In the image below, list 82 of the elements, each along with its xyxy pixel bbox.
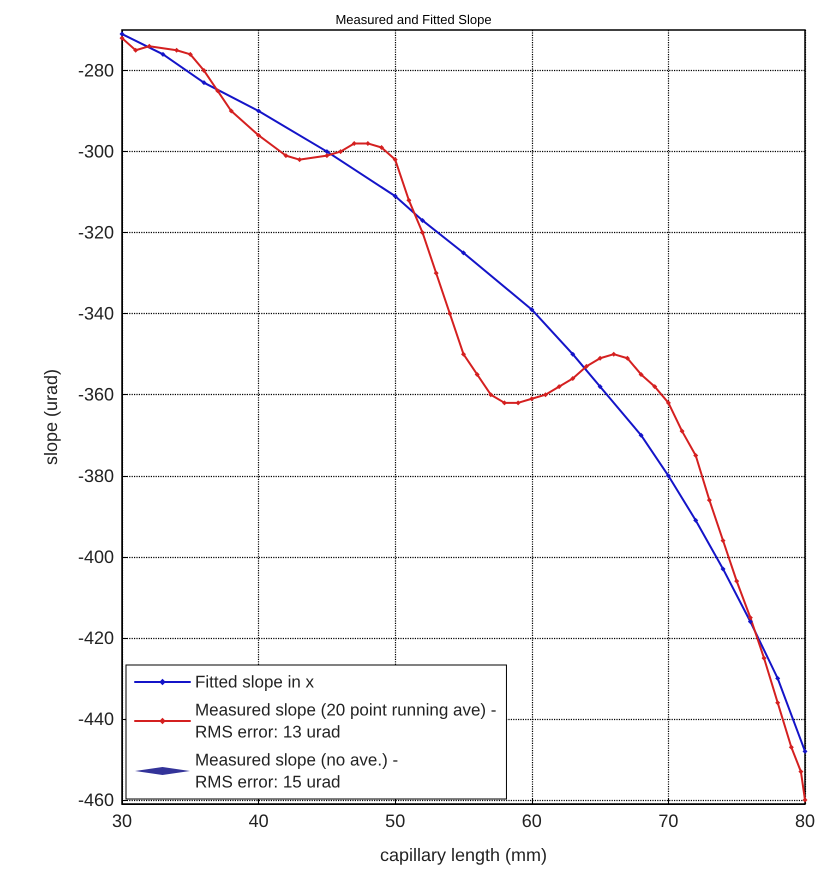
- legend-label: Measured slope (20 point running ave) - RMS error: 13 urad: [195, 700, 496, 742]
- point: [488, 392, 494, 398]
- point: [734, 578, 740, 584]
- legend-label: Measured slope (no ave.) - RMS error: 15 urad: [195, 750, 398, 792]
- point: [461, 352, 466, 357]
- point: [474, 372, 480, 377]
- x-tick-label: 70: [658, 811, 678, 831]
- point: [406, 198, 412, 203]
- y-tick-label: -420: [78, 628, 114, 648]
- point: [228, 108, 234, 114]
- x-tick-label: 60: [522, 811, 542, 831]
- point: [215, 88, 220, 94]
- point: [802, 748, 808, 754]
- point: [775, 700, 780, 706]
- point: [160, 52, 166, 57]
- y-tick-label: -400: [78, 546, 114, 567]
- point: [297, 157, 302, 162]
- point: [502, 400, 507, 406]
- point: [392, 194, 398, 199]
- point: [461, 250, 466, 256]
- y-tick-label: -320: [78, 222, 114, 243]
- point: [120, 36, 124, 41]
- point: [624, 356, 630, 361]
- y-tick-label: -460: [78, 790, 114, 810]
- point: [762, 656, 767, 661]
- point: [598, 356, 603, 361]
- point: [748, 615, 753, 620]
- y-tick-label: -380: [78, 466, 114, 486]
- x-axis-title: capillary length (mm): [380, 845, 548, 865]
- point: [420, 218, 426, 223]
- y-tick-label: -440: [78, 708, 114, 729]
- point: [542, 392, 548, 398]
- point: [720, 566, 726, 572]
- point: [379, 145, 384, 150]
- point: [516, 400, 521, 406]
- point: [324, 149, 330, 154]
- point: [788, 744, 794, 750]
- point: [256, 108, 262, 114]
- point: [680, 428, 685, 434]
- point: [529, 307, 534, 312]
- point: [338, 149, 344, 154]
- point: [666, 473, 671, 478]
- point: [611, 352, 616, 357]
- point: [570, 352, 576, 357]
- point: [188, 52, 193, 57]
- point: [652, 384, 658, 390]
- point: [133, 48, 138, 53]
- point: [584, 364, 589, 369]
- x-tick-label: 50: [385, 811, 406, 831]
- point: [283, 153, 288, 158]
- point: [570, 376, 576, 382]
- x-tick-label: 30: [112, 811, 132, 831]
- y-axis-title: slope (urad): [41, 368, 61, 466]
- point: [706, 498, 712, 503]
- point: [720, 538, 726, 544]
- point: [201, 80, 206, 86]
- point: [529, 396, 534, 402]
- point: [256, 132, 262, 138]
- point: [693, 452, 698, 458]
- point: [638, 432, 644, 438]
- point: [775, 676, 780, 681]
- point: [420, 230, 426, 236]
- legend-label: Fitted slope in x: [195, 672, 315, 692]
- point: [556, 384, 562, 390]
- point: [693, 518, 698, 523]
- point: [666, 400, 671, 406]
- x-tick-label: 40: [248, 811, 269, 831]
- point: [748, 619, 753, 624]
- point: [174, 48, 180, 53]
- y-tick-label: -340: [78, 304, 114, 324]
- point: [638, 372, 644, 377]
- point: [798, 769, 804, 774]
- y-tick-label: -300: [78, 142, 114, 162]
- point: [447, 311, 452, 316]
- point: [434, 270, 439, 276]
- point: [392, 157, 398, 162]
- x-tick-label: 80: [794, 811, 816, 831]
- y-tick-label: -360: [78, 384, 114, 405]
- chart-title: Measured and Fitted Slope: [335, 12, 492, 27]
- y-tick-label: -280: [78, 60, 114, 81]
- point: [598, 384, 603, 390]
- point: [201, 68, 206, 74]
